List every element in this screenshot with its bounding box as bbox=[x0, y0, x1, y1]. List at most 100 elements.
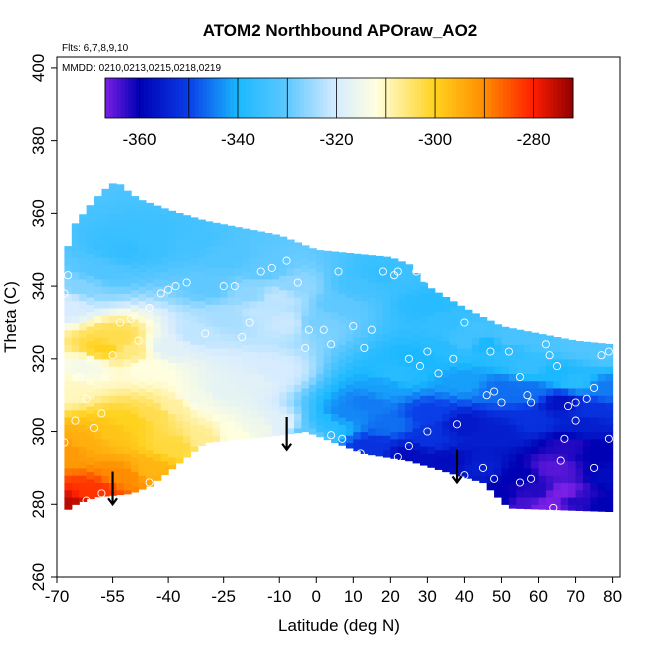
heatmap-cell bbox=[486, 329, 495, 338]
heatmap-cell bbox=[353, 424, 362, 433]
heatmap-cell bbox=[523, 497, 532, 505]
heatmap-cell bbox=[219, 384, 228, 393]
heatmap-cell bbox=[71, 438, 80, 447]
heatmap-cell bbox=[353, 307, 362, 316]
heatmap-cell bbox=[264, 337, 273, 345]
colorbar-segment bbox=[136, 78, 141, 118]
heatmap-cell bbox=[108, 184, 117, 193]
heatmap-cell bbox=[582, 482, 591, 491]
heatmap-cell bbox=[345, 442, 354, 449]
heatmap-cell bbox=[197, 322, 206, 331]
heatmap-cell bbox=[345, 384, 354, 393]
heatmap-cell bbox=[234, 246, 243, 254]
heatmap-cell bbox=[538, 467, 547, 476]
heatmap-cell bbox=[553, 504, 562, 511]
heatmap-cell bbox=[101, 307, 110, 316]
heatmap-cell bbox=[471, 313, 480, 316]
heatmap-cell bbox=[175, 340, 184, 349]
heatmap-cell bbox=[575, 373, 584, 382]
colorbar-segment bbox=[331, 78, 336, 118]
heatmap-cell bbox=[94, 467, 103, 476]
heatmap-cell bbox=[286, 267, 295, 276]
heatmap-cell bbox=[516, 417, 525, 425]
heatmap-cell bbox=[560, 366, 569, 374]
heatmap-cell bbox=[94, 257, 103, 265]
heatmap-cell bbox=[71, 257, 80, 265]
heatmap-cell bbox=[108, 358, 117, 367]
heatmap-cell bbox=[501, 482, 510, 491]
heatmap-cell bbox=[168, 246, 177, 254]
heatmap-cell bbox=[182, 427, 191, 436]
colorbar-segment bbox=[222, 78, 227, 118]
heatmap-cell bbox=[145, 289, 154, 298]
heatmap-cell bbox=[405, 366, 414, 374]
heatmap-cell bbox=[234, 369, 243, 378]
heatmap-cell bbox=[471, 431, 480, 440]
colorbar-segment bbox=[436, 78, 441, 118]
heatmap-cell bbox=[316, 395, 325, 404]
heatmap-cell bbox=[279, 333, 288, 342]
heatmap-cell bbox=[190, 293, 199, 302]
heatmap-cell bbox=[301, 351, 310, 360]
heatmap-cell bbox=[538, 337, 547, 345]
heatmap-cell bbox=[123, 278, 132, 287]
heatmap-cell bbox=[131, 304, 140, 313]
heatmap-cell bbox=[331, 369, 340, 378]
heatmap-cell bbox=[145, 457, 154, 465]
heatmap-cell bbox=[597, 431, 606, 440]
heatmap-cell bbox=[197, 315, 206, 324]
heatmap-cell bbox=[264, 233, 273, 236]
heatmap-cell bbox=[86, 442, 95, 451]
x-tick-label: 30 bbox=[418, 587, 437, 606]
colorbar-segment bbox=[241, 78, 246, 118]
colorbar-segment bbox=[385, 78, 391, 118]
heatmap-cell bbox=[264, 315, 273, 324]
heatmap-cell bbox=[419, 322, 428, 331]
heatmap-cell bbox=[331, 384, 340, 393]
observation-point bbox=[423, 274, 432, 283]
heatmap-cell bbox=[145, 326, 154, 334]
heatmap-cell bbox=[234, 311, 243, 320]
heatmap-cell bbox=[523, 417, 532, 425]
heatmap-cell bbox=[397, 300, 406, 309]
heatmap-cell bbox=[160, 467, 169, 476]
heatmap-cell bbox=[212, 260, 221, 269]
heatmap-cell bbox=[464, 435, 473, 444]
heatmap-cell bbox=[153, 257, 162, 265]
heatmap-cell bbox=[560, 351, 569, 360]
heatmap-cell bbox=[323, 311, 332, 320]
x-tick-label: 60 bbox=[529, 587, 548, 606]
heatmap-cell bbox=[575, 475, 584, 484]
heatmap-cell bbox=[197, 402, 206, 411]
heatmap-cell bbox=[101, 278, 110, 287]
heatmap-cell bbox=[175, 377, 184, 385]
heatmap-cell bbox=[345, 297, 354, 305]
heatmap-cell bbox=[160, 220, 169, 229]
heatmap-cell bbox=[590, 475, 599, 484]
heatmap-cell bbox=[516, 358, 525, 367]
heatmap-cell bbox=[412, 413, 421, 422]
heatmap-cell bbox=[382, 435, 391, 444]
heatmap-cell bbox=[294, 333, 303, 342]
heatmap-cell bbox=[153, 366, 162, 374]
heatmap-cell bbox=[471, 315, 480, 324]
heatmap-cell bbox=[479, 322, 488, 331]
heatmap-cell bbox=[531, 460, 540, 469]
heatmap-cell bbox=[397, 417, 406, 425]
y-axis-label: Theta (C) bbox=[1, 281, 20, 353]
heatmap-cell bbox=[138, 366, 147, 374]
heatmap-cell bbox=[427, 351, 436, 360]
heatmap-cell bbox=[464, 391, 473, 400]
heatmap-cell bbox=[294, 347, 303, 356]
heatmap-cell bbox=[538, 402, 547, 411]
heatmap-cell bbox=[123, 489, 132, 495]
heatmap-cell bbox=[242, 249, 251, 258]
heatmap-cell bbox=[182, 260, 191, 269]
heatmap-cell bbox=[568, 358, 577, 367]
heatmap-cell bbox=[471, 460, 480, 469]
heatmap-cell bbox=[338, 257, 347, 265]
heatmap-cell bbox=[153, 380, 162, 389]
heatmap-cell bbox=[494, 431, 503, 440]
colorbar-segment bbox=[549, 78, 554, 118]
